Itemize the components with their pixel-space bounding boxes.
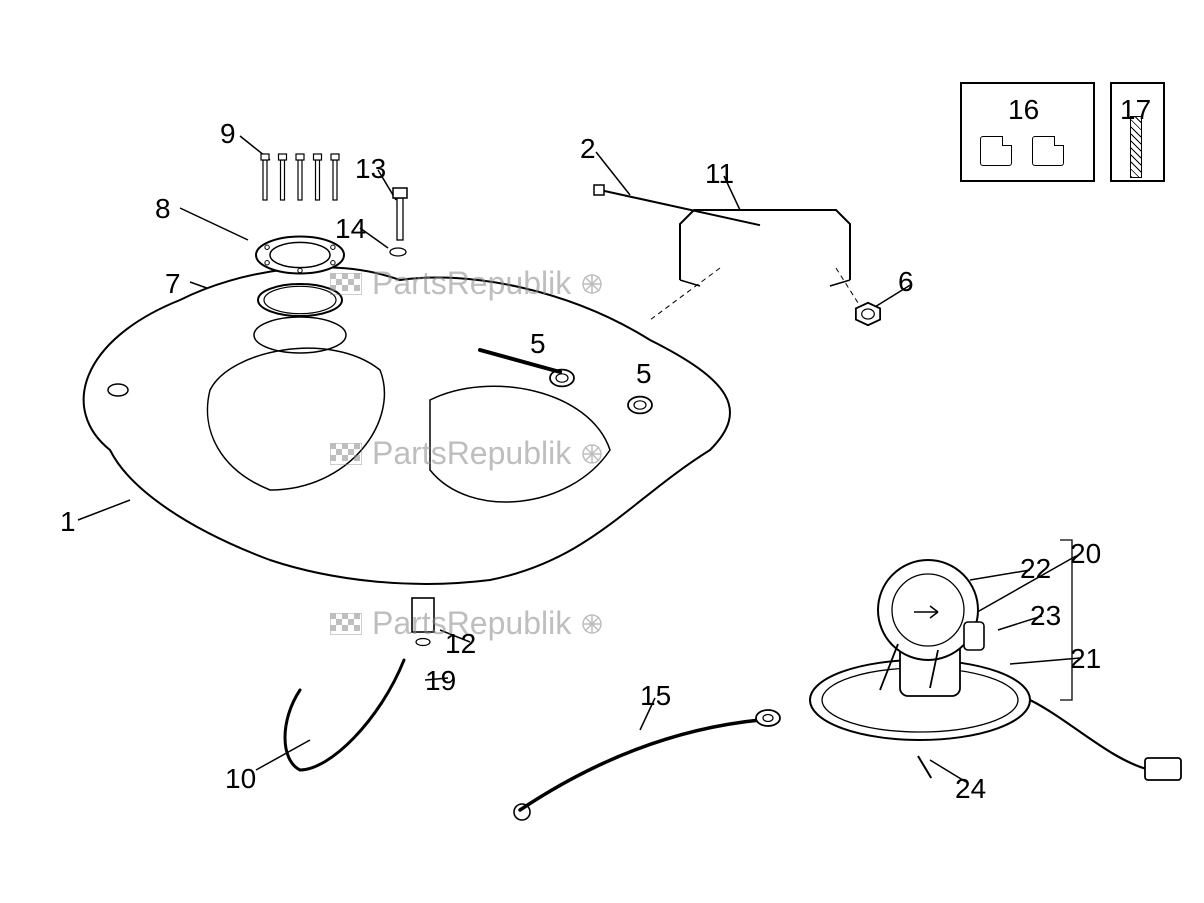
callout-23: 23 xyxy=(1030,602,1061,630)
fuel-tank xyxy=(84,267,730,584)
cap-screw-head xyxy=(314,154,322,160)
rear-bracket xyxy=(680,210,850,280)
drain-oring-12 xyxy=(416,639,430,646)
callout-24: 24 xyxy=(955,775,986,803)
pump-connector xyxy=(1145,758,1181,780)
cap-screw xyxy=(298,160,302,200)
callout-14: 14 xyxy=(335,215,366,243)
callout-20: 20 xyxy=(1070,540,1101,568)
callout-7: 7 xyxy=(165,270,181,298)
assembly-guide-dash xyxy=(836,268,860,306)
callout-15: 15 xyxy=(640,682,671,710)
leader-line xyxy=(78,500,130,520)
pump-cable xyxy=(1030,700,1150,770)
fuel-hose-fitting xyxy=(756,710,780,726)
oring-14 xyxy=(390,248,406,256)
callout-22: 22 xyxy=(1020,555,1051,583)
grommet-5 xyxy=(628,397,652,414)
long-bolt-2 xyxy=(600,190,760,225)
cap-screw xyxy=(263,160,267,200)
cap-screw xyxy=(316,160,320,200)
cap-screw xyxy=(333,160,337,200)
callout-12: 12 xyxy=(445,630,476,658)
nut-6 xyxy=(856,303,880,325)
long-bolt-2-head xyxy=(594,185,604,195)
callout-10: 10 xyxy=(225,765,256,793)
callout-5: 5 xyxy=(636,360,652,388)
leader-line xyxy=(180,208,248,240)
fuel-hose-end-ring xyxy=(514,804,530,820)
cap-screw-head xyxy=(331,154,339,160)
callout-19: 19 xyxy=(425,667,456,695)
pump-body-22 xyxy=(878,560,978,660)
callout-21: 21 xyxy=(1070,645,1101,673)
cap-screw-head xyxy=(261,154,269,160)
callout-8: 8 xyxy=(155,195,171,223)
callout-2: 2 xyxy=(580,135,596,163)
callout-13: 13 xyxy=(355,155,386,183)
callout-17: 17 xyxy=(1120,96,1151,124)
fuel-hose-15 xyxy=(520,720,760,810)
cap-screw xyxy=(281,160,285,200)
pad-icon xyxy=(980,136,1012,166)
drain-hose-10 xyxy=(285,660,404,770)
callout-1: 1 xyxy=(60,508,76,536)
cap-screw-head xyxy=(296,154,304,160)
callout-5: 5 xyxy=(530,330,546,358)
rear-bracket-feet xyxy=(680,280,850,286)
pump-screw-24 xyxy=(918,756,931,778)
leader-line xyxy=(256,740,310,770)
callout-6: 6 xyxy=(898,268,914,296)
bolt-13-head xyxy=(393,188,407,198)
drain-fitting xyxy=(412,598,434,632)
hatched-strip xyxy=(1130,116,1142,178)
callout-9: 9 xyxy=(220,120,236,148)
bolt-13 xyxy=(397,198,403,240)
diagram-stage: 125567891011121314151617192021222324 Par… xyxy=(0,0,1204,903)
pad-icon xyxy=(1032,136,1064,166)
cap-screw-head xyxy=(279,154,287,160)
callout-11: 11 xyxy=(705,160,734,188)
assembly-guide-dash xyxy=(650,268,720,320)
callout-16: 16 xyxy=(1008,96,1039,124)
pump-part-23 xyxy=(964,622,984,650)
